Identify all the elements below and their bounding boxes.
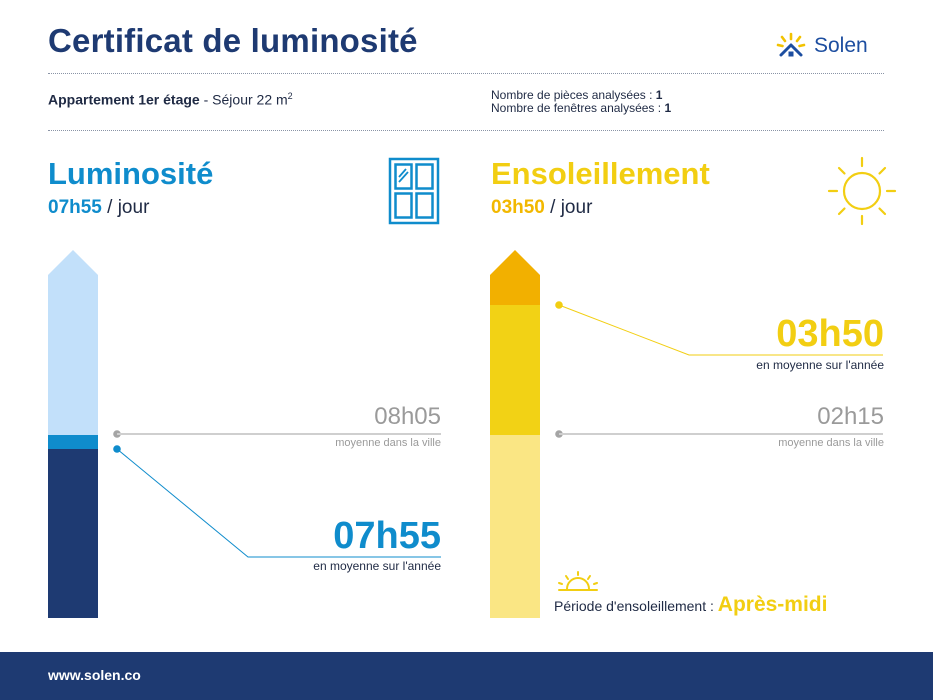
sunshine-period-label: Période d'ensoleillement : [554, 598, 714, 614]
sunshine-leader-lines [555, 301, 883, 438]
page-title: Certificat de luminosité [48, 22, 418, 59]
brand-name: Solen [814, 34, 868, 57]
luminosity-per-day: / jour [107, 197, 150, 218]
luminosity-leader-lines [113, 430, 441, 558]
sunshine-heading: Ensoleillement [491, 156, 710, 191]
property-separator: - [203, 91, 213, 108]
divider-middle [48, 130, 884, 131]
rooms-label: Nombre de pièces analysées : [491, 88, 653, 102]
sunshine-bar-top [490, 250, 540, 305]
luminosity-city-label: moyenne dans la ville [335, 437, 441, 449]
sunshine-period: Période d'ensoleillement : Après-midi [554, 593, 827, 617]
brand-logo[interactable]: Solen [776, 30, 868, 62]
sunshine-bar [490, 250, 540, 618]
sunshine-bar-mid [490, 305, 540, 435]
sunset-icon [558, 571, 598, 591]
luminosity-city-average: 08h05 [374, 403, 441, 430]
sunshine-city-label: moyenne dans la ville [778, 437, 884, 449]
sunshine-per-day: / jour [550, 197, 593, 218]
windows-label: Nombre de fenêtres analysées : [491, 101, 662, 115]
sun-icon [827, 156, 897, 226]
sunshine-year-average: 03h50 [776, 313, 884, 355]
luminosity-bar-marker [48, 435, 98, 449]
sunshine-year-label: en moyenne sur l'année [756, 358, 884, 372]
luminosity-heading: Luminosité [48, 156, 214, 191]
luminosity-year-label: en moyenne sur l'année [313, 559, 441, 573]
luminosity-bar-top [48, 250, 98, 435]
sunshine-period-value: Après-midi [717, 593, 828, 616]
sunshine-daily: 03h50 / jour [491, 197, 592, 219]
property-room-unit: 2 [287, 91, 293, 101]
luminosity-bar [48, 250, 98, 618]
rooms-count: Nombre de pièces analysées : 1 [491, 89, 671, 102]
footer-bar [0, 652, 933, 700]
sunshine-daily-value: 03h50 [491, 197, 545, 218]
luminosity-daily: 07h55 / jour [48, 197, 149, 219]
divider-top [48, 73, 884, 74]
property-name: Appartement 1er étage [48, 91, 200, 108]
luminosity-year-average: 07h55 [333, 515, 441, 557]
analysis-counts: Nombre de pièces analysées : 1 Nombre de… [491, 89, 671, 115]
rooms-value: 1 [655, 88, 663, 102]
window-icon [388, 157, 440, 225]
luminosity-bar-fill [48, 449, 98, 618]
sunshine-bar-light [490, 435, 540, 618]
luminosity-daily-value: 07h55 [48, 197, 102, 218]
solen-sun-house-icon [776, 32, 806, 57]
property-description: Appartement 1er étage - Séjour 22 m2 [48, 91, 293, 108]
footer-url-link[interactable]: www.solen.co [48, 667, 141, 683]
windows-count: Nombre de fenêtres analysées : 1 [491, 102, 671, 115]
property-room: Séjour 22 m [212, 91, 288, 108]
windows-value: 1 [664, 101, 672, 115]
sunshine-city-average: 02h15 [817, 403, 884, 430]
